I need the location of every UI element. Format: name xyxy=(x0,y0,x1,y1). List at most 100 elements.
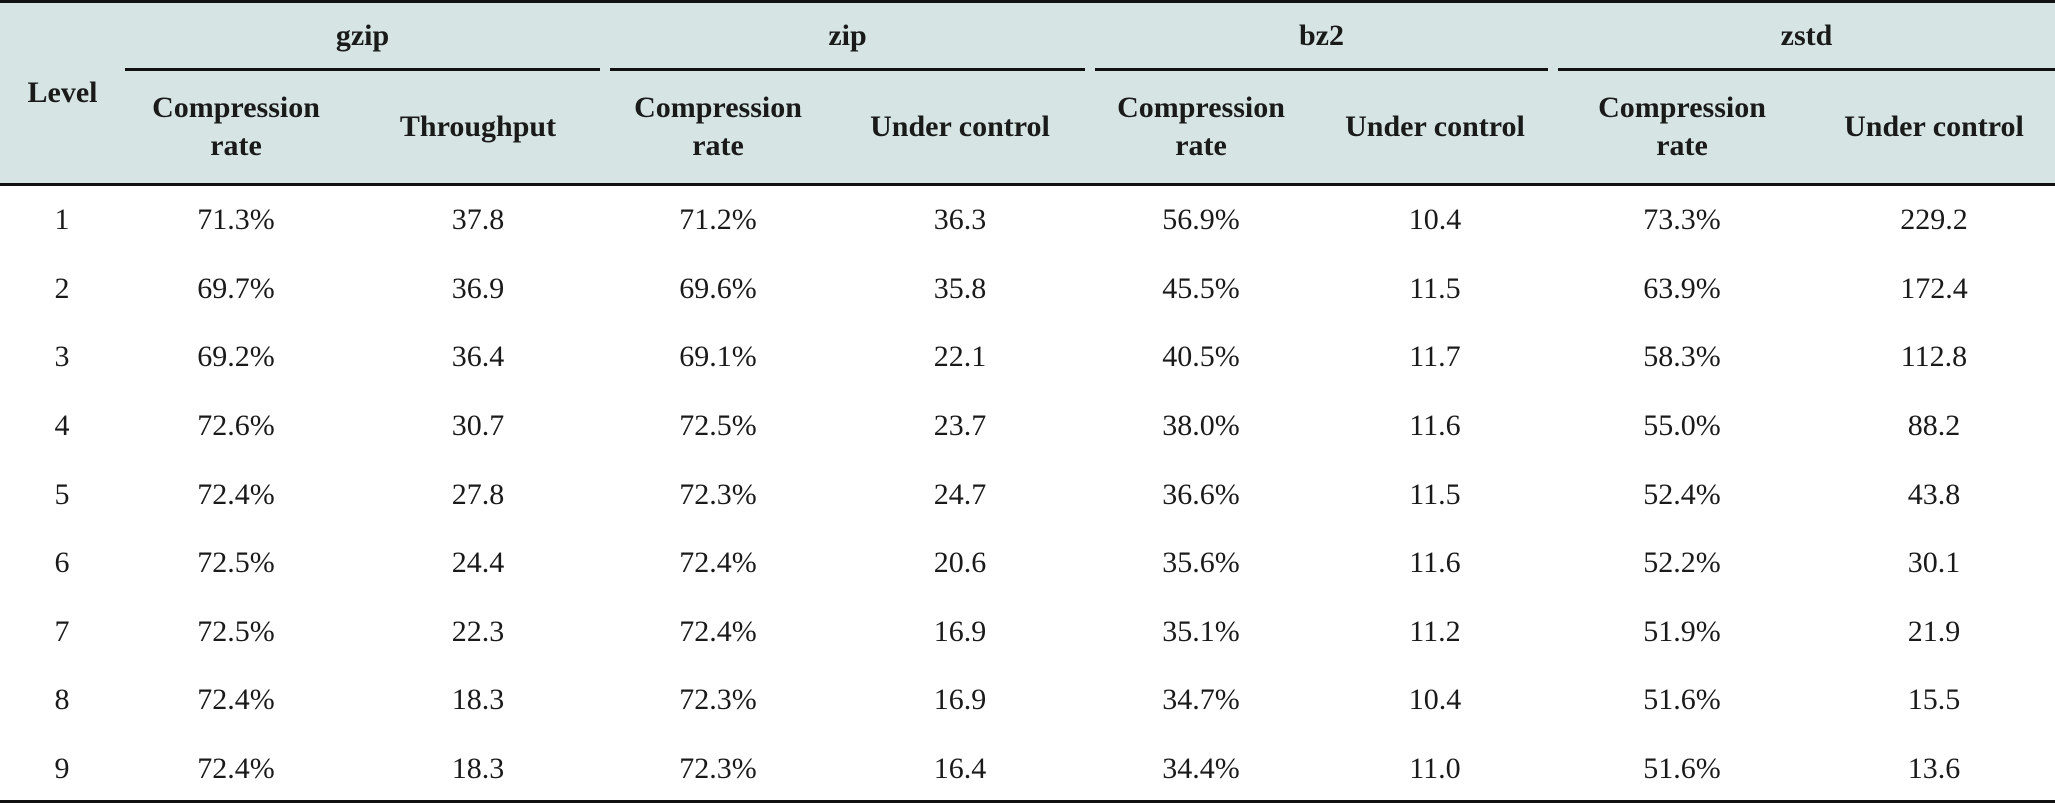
table-cell: 69.6% xyxy=(679,271,757,305)
column-header-3: Compression rate xyxy=(634,91,802,162)
row-level-cell: 5 xyxy=(54,477,70,511)
table-cell: 36.6% xyxy=(1162,477,1240,511)
table-cell: 24.7 xyxy=(933,477,987,511)
row-level-cell: 1 xyxy=(54,203,70,237)
level-header: Level xyxy=(27,76,98,109)
table-cell: 11.6 xyxy=(1409,409,1461,443)
group-header-0: gzip xyxy=(335,18,390,52)
table-cell: 35.8 xyxy=(933,271,987,305)
table-cell: 72.3% xyxy=(679,752,757,786)
table-cell: 72.5% xyxy=(197,614,275,648)
table-cell: 36.4 xyxy=(451,340,505,374)
group-header-2: bz2 xyxy=(1299,18,1344,52)
table-cell: 22.3 xyxy=(451,614,505,648)
table-cell: 72.3% xyxy=(679,477,757,511)
table-cell: 10.4 xyxy=(1408,203,1462,237)
row-level-cell: 9 xyxy=(54,752,70,786)
row-level-cell: 6 xyxy=(54,546,70,580)
table-cell: 11.5 xyxy=(1409,477,1461,511)
table-cell: 36.3 xyxy=(933,203,987,237)
column-header-6: Under control xyxy=(1345,110,1525,143)
table-cell: 16.4 xyxy=(933,752,987,786)
table-cell: 36.9 xyxy=(451,271,505,305)
group-rule-0 xyxy=(125,68,600,71)
table-cell: 73.3% xyxy=(1643,203,1721,237)
table-cell: 35.6% xyxy=(1162,546,1240,580)
table-bottom-rule xyxy=(0,800,2055,803)
table-cell: 38.0% xyxy=(1162,409,1240,443)
table-cell: 112.8 xyxy=(1900,340,1968,374)
table-cell: 45.5% xyxy=(1162,271,1240,305)
row-level-cell: 4 xyxy=(54,409,70,443)
table-cell: 69.2% xyxy=(197,340,275,374)
group-header-1: zip xyxy=(828,18,867,52)
table-cell: 51.6% xyxy=(1643,752,1721,786)
table-cell: 72.5% xyxy=(679,409,757,443)
table-cell: 20.6 xyxy=(933,546,987,580)
table-cell: 71.3% xyxy=(197,203,275,237)
column-header-4: Under control xyxy=(870,110,1050,143)
table-cell: 72.4% xyxy=(679,546,757,580)
table-cell: 72.4% xyxy=(197,683,275,717)
table-cell: 16.9 xyxy=(933,614,987,648)
table-cell: 18.3 xyxy=(451,683,505,717)
row-level-cell: 7 xyxy=(54,614,70,648)
table-top-rule xyxy=(0,0,2055,3)
group-header-3: zstd xyxy=(1780,18,1833,52)
table-cell: 72.4% xyxy=(679,614,757,648)
table-cell: 72.5% xyxy=(197,546,275,580)
table-cell: 23.7 xyxy=(933,409,987,443)
table-cell: 11.6 xyxy=(1409,546,1461,580)
table-cell: 11.5 xyxy=(1409,271,1461,305)
table-header-rule xyxy=(0,183,2055,186)
table-cell: 55.0% xyxy=(1643,409,1721,443)
table-cell: 58.3% xyxy=(1643,340,1721,374)
table-cell: 71.2% xyxy=(679,203,757,237)
group-rule-2 xyxy=(1095,68,1548,71)
table-cell: 69.1% xyxy=(679,340,757,374)
table-cell: 11.2 xyxy=(1409,614,1461,648)
row-level-cell: 8 xyxy=(54,683,70,717)
table-cell: 34.7% xyxy=(1162,683,1240,717)
table-cell: 11.7 xyxy=(1409,340,1461,374)
row-level-cell: 2 xyxy=(54,271,70,305)
table-cell: 172.4 xyxy=(1900,271,1968,305)
column-header-1: Compression rate xyxy=(152,91,320,162)
table-cell: 52.2% xyxy=(1643,546,1721,580)
table-cell: 16.9 xyxy=(933,683,987,717)
table-cell: 21.9 xyxy=(1907,614,1961,648)
table-cell: 37.8 xyxy=(451,203,505,237)
column-header-5: Compression rate xyxy=(1117,91,1285,162)
table-cell: 63.9% xyxy=(1643,271,1721,305)
table-cell: 15.5 xyxy=(1907,683,1961,717)
table-cell: 43.8 xyxy=(1907,477,1961,511)
table-cell: 72.4% xyxy=(197,752,275,786)
table-cell: 51.9% xyxy=(1643,614,1721,648)
table-cell: 18.3 xyxy=(451,752,505,786)
table-cell: 229.2 xyxy=(1900,203,1968,237)
table-cell: 27.8 xyxy=(451,477,505,511)
table-cell: 72.6% xyxy=(197,409,275,443)
table-cell: 10.4 xyxy=(1408,683,1462,717)
table-cell: 56.9% xyxy=(1162,203,1240,237)
table-cell: 13.6 xyxy=(1907,752,1961,786)
table-header-background xyxy=(0,3,2055,183)
table-cell: 72.3% xyxy=(679,683,757,717)
table-cell: 69.7% xyxy=(197,271,275,305)
column-header-8: Under control xyxy=(1844,110,2024,143)
row-level-cell: 3 xyxy=(54,340,70,374)
table-cell: 52.4% xyxy=(1643,477,1721,511)
table-cell: 51.6% xyxy=(1643,683,1721,717)
table-cell: 24.4 xyxy=(451,546,505,580)
table-cell: 40.5% xyxy=(1162,340,1240,374)
column-header-2: Throughput xyxy=(399,110,557,143)
table-cell: 30.7 xyxy=(451,409,505,443)
table-cell: 30.1 xyxy=(1907,546,1961,580)
table-cell: 11.0 xyxy=(1409,752,1461,786)
table-cell: 34.4% xyxy=(1162,752,1240,786)
table-cell: 88.2 xyxy=(1907,409,1961,443)
column-header-7: Compression rate xyxy=(1598,91,1766,162)
table-cell: 35.1% xyxy=(1162,614,1240,648)
table-cell: 72.4% xyxy=(197,477,275,511)
